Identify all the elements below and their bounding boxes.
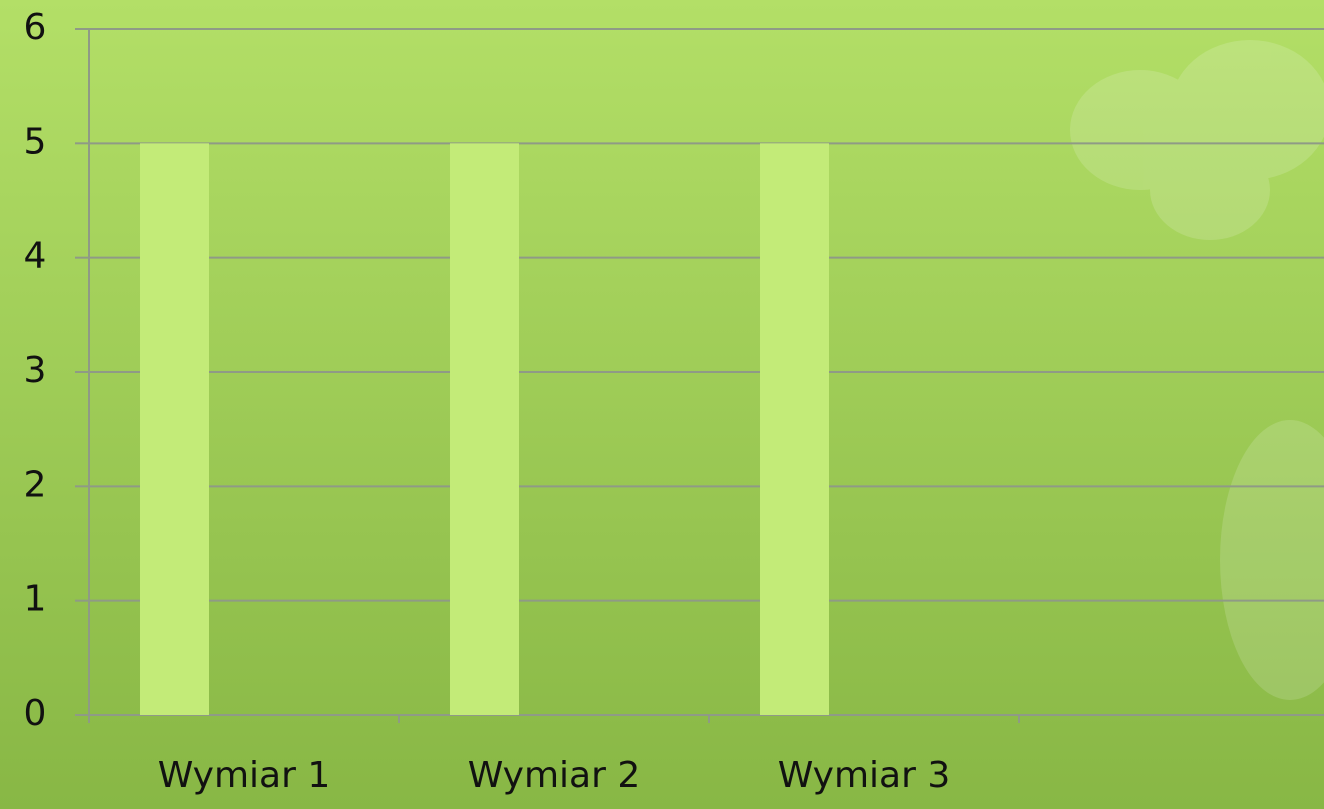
y-tick-label: 1 <box>24 579 47 620</box>
x-tick-label: Wymiar 2 <box>468 755 641 796</box>
y-tick-label: 6 <box>24 7 47 48</box>
y-tick-label: 5 <box>24 121 47 162</box>
bar <box>140 143 209 715</box>
x-tick-label: Wymiar 1 <box>158 755 331 796</box>
y-tick-label: 0 <box>24 693 47 734</box>
page: 0123456Wymiar 1Wymiar 2Wymiar 3 (() => {… <box>0 0 1324 809</box>
bar <box>760 143 829 715</box>
y-tick-label: 4 <box>24 236 47 277</box>
y-tick-label: 3 <box>24 350 47 391</box>
y-tick-label: 2 <box>24 464 47 505</box>
chart: 0 1 2 3 4 5 6 Wymiar 1 Wymiar 2 Wymiar 3 <box>0 0 1324 809</box>
bar <box>450 143 519 715</box>
x-tick-label: Wymiar 3 <box>778 755 951 796</box>
